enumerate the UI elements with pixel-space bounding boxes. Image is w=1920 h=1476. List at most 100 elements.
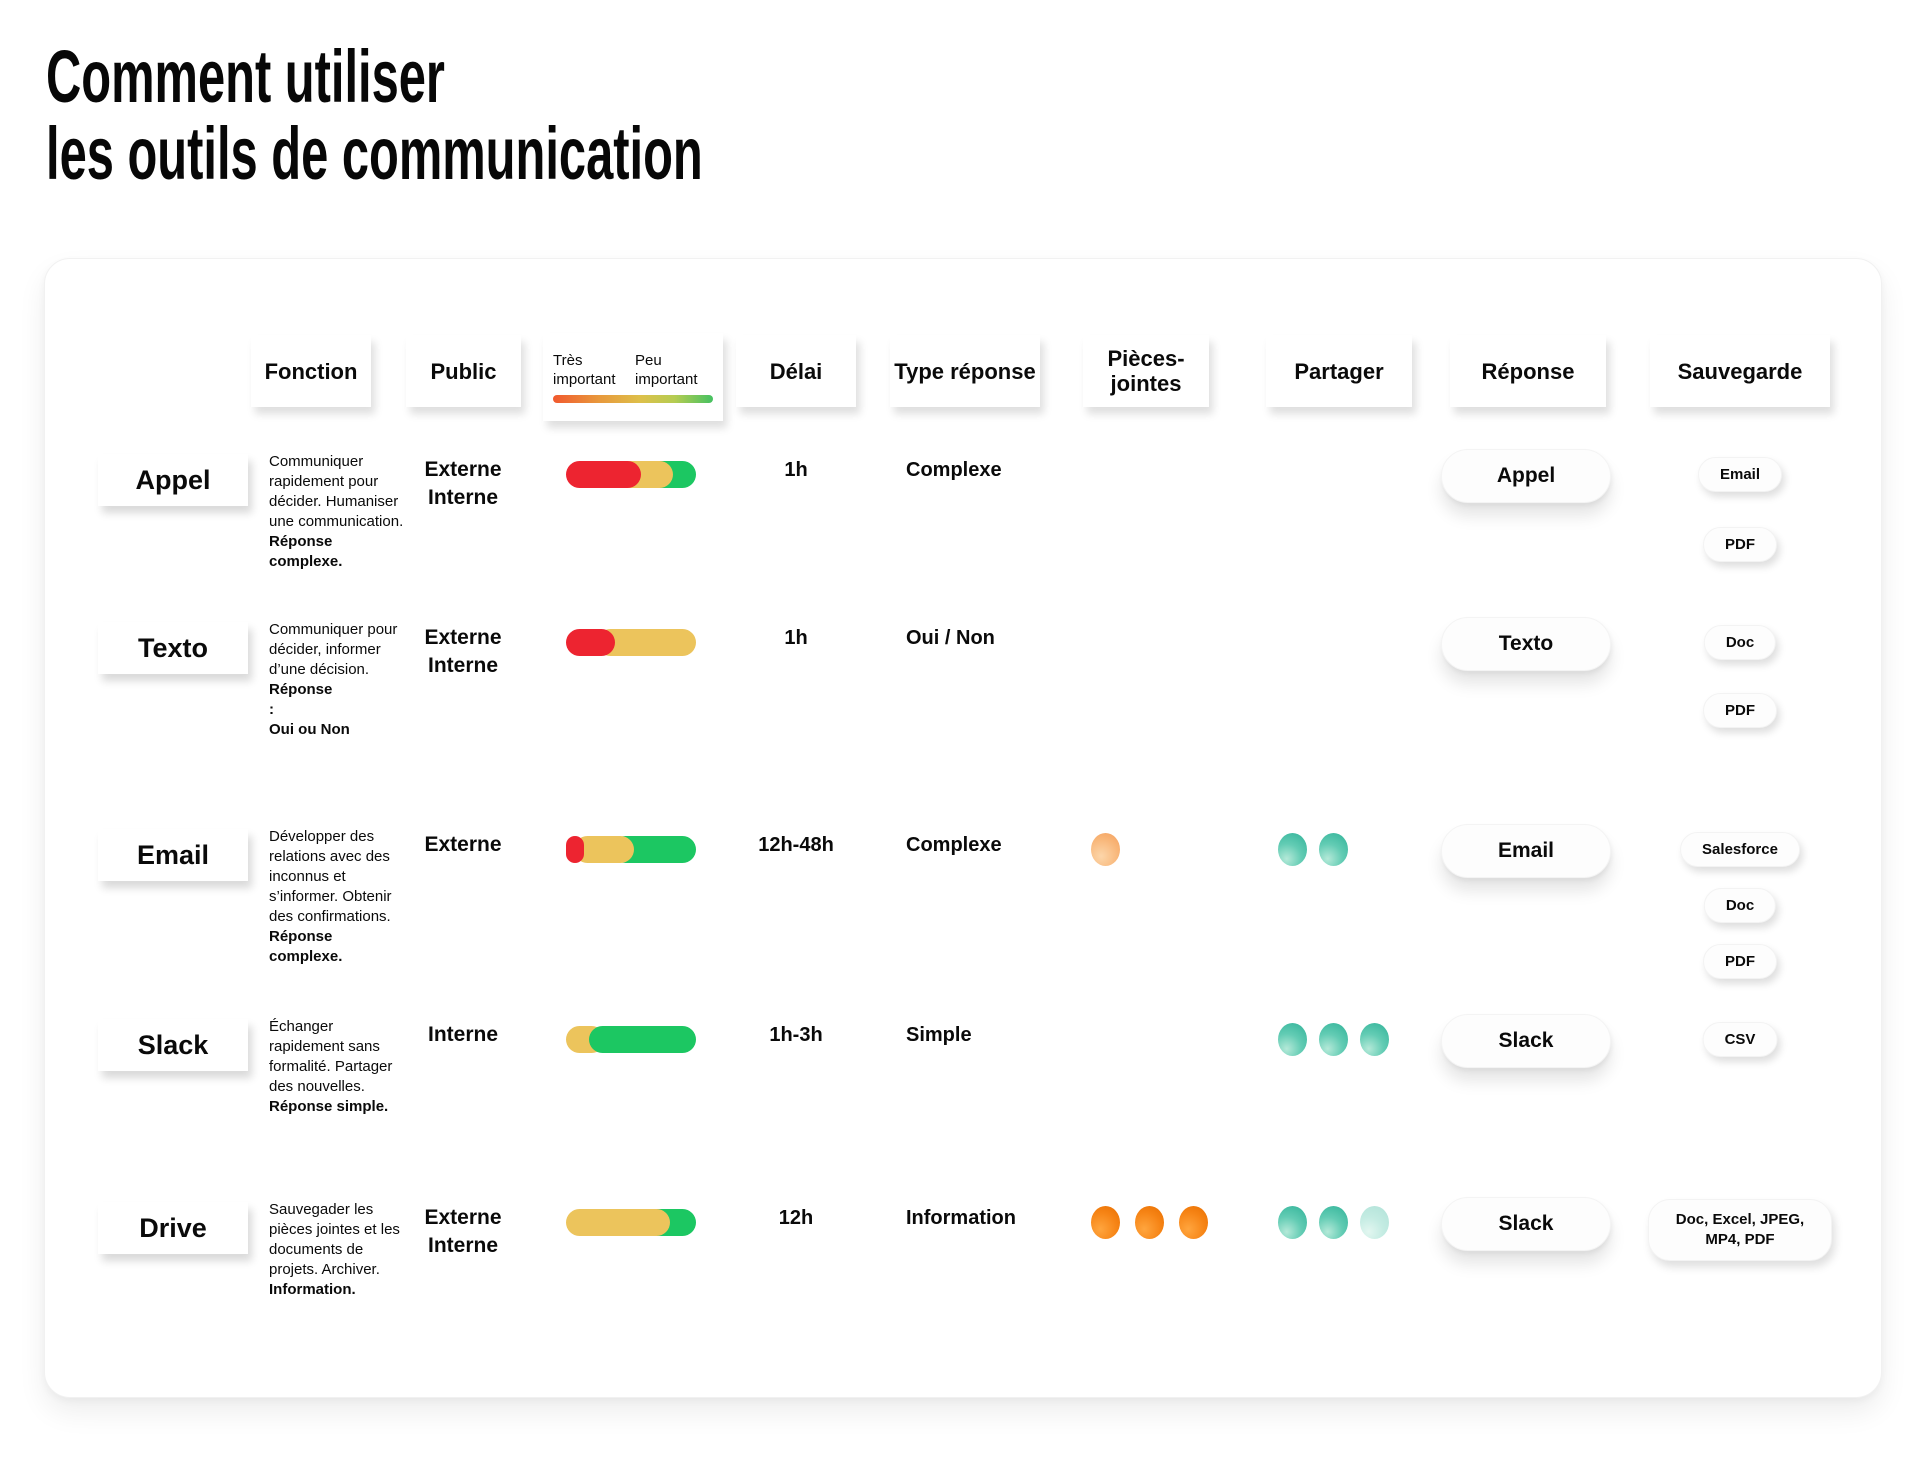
importance-low-label: Peu important <box>635 352 698 388</box>
column-header-delai-label: Délai <box>769 358 823 384</box>
sauvegarde-pill: Salesforce <box>1680 832 1800 867</box>
page-title-line1: Comment utiliser <box>46 35 445 118</box>
fonction-label: Appel <box>98 454 248 506</box>
column-header-pieces-jointes-label: Pièces-jointes <box>1107 346 1185 396</box>
share-circle <box>1278 833 1307 866</box>
importance-bar <box>566 836 696 863</box>
importance-segment-red <box>566 461 642 488</box>
column-header-type-reponse: Type réponse <box>890 335 1040 407</box>
sauvegarde-pill: Doc <box>1703 625 1777 660</box>
reponse-pill: Appel <box>1441 449 1611 503</box>
column-header-reponse-label: Réponse <box>1481 358 1575 384</box>
importance-bar <box>566 1026 696 1053</box>
type-reponse-value: Simple <box>906 1024 972 1046</box>
importance-legend-labels: Très important Peu important <box>553 351 713 389</box>
sauvegarde-pill: Doc, Excel, JPEG, MP4, PDF <box>1648 1199 1832 1261</box>
column-header-importance: Très important Peu important <box>543 333 723 421</box>
column-header-fonction: Fonction <box>251 335 371 407</box>
share-circle <box>1278 1023 1307 1056</box>
page-title-line2: les outils de communication <box>46 112 703 195</box>
sauvegarde-pill: PDF <box>1703 944 1777 979</box>
reponse-pill: Texto <box>1441 617 1611 671</box>
column-header-sauvegarde: Sauvegarde <box>1650 335 1830 407</box>
importance-bar <box>566 1209 696 1236</box>
delai-value: 12h <box>778 1207 814 1229</box>
delai-value: 1h <box>784 627 808 649</box>
column-header-delai: Délai <box>736 335 856 407</box>
row-description: Sauvegader les pièces jointes et les doc… <box>269 1200 409 1300</box>
page-title: Comment utiliser les outils de communica… <box>46 38 703 192</box>
row-description-text: Développer des relations avec des inconn… <box>269 828 392 925</box>
share-circle <box>1319 1206 1348 1239</box>
row-description-bold: Réponse complexe. <box>269 928 343 965</box>
column-header-reponse: Réponse <box>1450 335 1606 407</box>
type-reponse-value: Oui / Non <box>906 627 995 649</box>
column-header-type-reponse-label: Type réponse <box>894 358 1036 384</box>
delai-value: 1h <box>784 459 808 481</box>
share-circle <box>1360 1023 1389 1056</box>
type-reponse-value: Complexe <box>906 459 1002 481</box>
column-header-pieces-jointes: Pièces-jointes <box>1083 335 1209 407</box>
table-card: Fonction Public Très important Peu impor… <box>44 258 1882 1398</box>
type-reponse-value: Information <box>906 1207 1016 1229</box>
row-description: Développer des relations avec des inconn… <box>269 827 409 967</box>
public-value: Externe Interne <box>424 458 502 509</box>
column-header-public: Public <box>406 335 521 407</box>
attachment-circle <box>1135 1206 1164 1239</box>
row-description-text: Communiquer pour décider, informer d’une… <box>269 621 398 678</box>
sauvegarde-pill: PDF <box>1703 527 1777 562</box>
importance-bar <box>566 461 696 488</box>
sauvegarde-pill: PDF <box>1703 693 1777 728</box>
row-description-text: Sauvegader les pièces jointes et les doc… <box>269 1201 400 1278</box>
reponse-pill: Slack <box>1441 1197 1611 1251</box>
table-row-email: Email Développer des relations avec des i… <box>45 819 1881 1019</box>
row-description: Communiquer rapidement pour décider. Hum… <box>269 452 409 572</box>
column-header-partager-label: Partager <box>1294 358 1384 384</box>
fonction-label: Email <box>98 829 248 881</box>
share-circle <box>1319 1023 1348 1056</box>
column-header-public-label: Public <box>430 358 497 384</box>
attachment-circle <box>1091 833 1120 866</box>
importance-segment-yellow <box>566 1209 670 1236</box>
attachment-circle <box>1179 1206 1208 1239</box>
importance-segment-green <box>589 1026 696 1053</box>
table-row-appel: Appel Communiquer rapidement pour décider… <box>45 444 1881 644</box>
importance-bar <box>566 629 696 656</box>
importance-segment-red <box>566 836 585 863</box>
importance-segment-red <box>566 629 616 656</box>
sauvegarde-pill: Doc <box>1703 888 1777 923</box>
row-description-text: Échanger rapidement sans formalité. Part… <box>269 1018 393 1095</box>
row-description-bold: Réponse simple. <box>269 1098 389 1115</box>
fonction-label: Texto <box>98 622 248 674</box>
table-row-drive: Drive Sauvegader les pièces jointes et le… <box>45 1192 1881 1392</box>
column-header-sauvegarde-label: Sauvegarde <box>1677 358 1803 384</box>
reponse-pill: Email <box>1441 824 1611 878</box>
delai-value: 12h-48h <box>758 834 834 856</box>
fonction-label: Slack <box>98 1019 248 1071</box>
public-value: Externe <box>424 833 502 856</box>
row-description-bold: Information. <box>269 1281 356 1298</box>
share-circle <box>1360 1206 1389 1239</box>
table-row-slack: Slack Échanger rapidement sans formalité.… <box>45 1009 1881 1209</box>
reponse-pill: Slack <box>1441 1014 1611 1068</box>
row-description: Échanger rapidement sans formalité. Part… <box>269 1017 409 1117</box>
importance-gradient-bar <box>553 395 713 403</box>
public-value: Externe Interne <box>424 1206 502 1257</box>
row-description-bold: Réponse complexe. <box>269 533 343 570</box>
row-description: Communiquer pour décider, informer d’une… <box>269 620 409 740</box>
column-header-fonction-label: Fonction <box>264 358 358 384</box>
public-value: Interne <box>427 1023 498 1046</box>
attachment-circle <box>1091 1206 1120 1239</box>
row-description-bold: Réponse : Oui ou Non <box>269 681 350 738</box>
share-circle <box>1319 833 1348 866</box>
type-reponse-value: Complexe <box>906 834 1002 856</box>
row-description-text: Communiquer rapidement pour décider. Hum… <box>269 453 404 530</box>
importance-high-label: Très important <box>553 352 616 388</box>
public-value: Externe Interne <box>424 626 502 677</box>
fonction-label: Drive <box>98 1202 248 1254</box>
delai-value: 1h-3h <box>769 1024 823 1046</box>
table-row-texto: Texto Communiquer pour décider, informer … <box>45 612 1881 812</box>
sauvegarde-pill: Email <box>1697 457 1783 492</box>
column-header-partager: Partager <box>1266 335 1412 407</box>
